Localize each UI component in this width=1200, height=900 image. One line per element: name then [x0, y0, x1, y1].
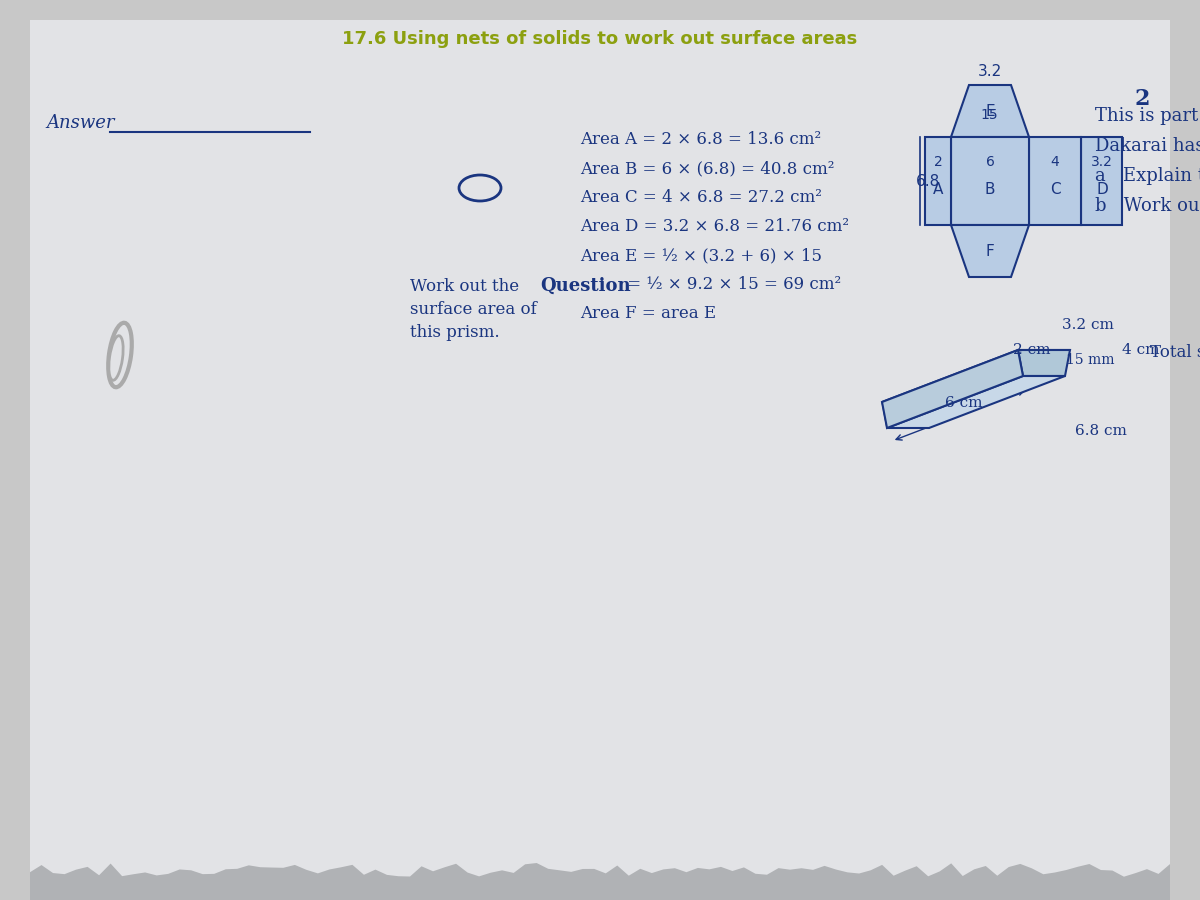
Text: Area A = 2 × 6.8 = 13.6 cm²: Area A = 2 × 6.8 = 13.6 cm² — [580, 131, 821, 148]
Polygon shape — [882, 402, 934, 428]
Text: 6 cm: 6 cm — [946, 396, 983, 410]
Text: 6.8 cm: 6.8 cm — [1075, 424, 1127, 438]
Text: Work out the: Work out the — [410, 278, 520, 295]
Text: 4: 4 — [1051, 155, 1060, 168]
Polygon shape — [887, 376, 1066, 428]
Text: b   Work out the correct answer for him.: b Work out the correct answer for him. — [1096, 197, 1200, 215]
Text: Area F = area E: Area F = area E — [580, 305, 716, 322]
Text: 3.2: 3.2 — [978, 64, 1002, 78]
Text: B: B — [985, 183, 995, 197]
Text: Answer: Answer — [47, 114, 115, 132]
Bar — [1030, 137, 1081, 225]
Text: 2: 2 — [1135, 88, 1151, 110]
Polygon shape — [882, 350, 1070, 402]
Text: 17.6 Using nets of solids to work out surface areas: 17.6 Using nets of solids to work out su… — [342, 30, 858, 48]
FancyBboxPatch shape — [30, 20, 1170, 880]
Text: F: F — [985, 244, 995, 258]
Text: E: E — [985, 104, 995, 119]
Text: Area B = 6 × (6.8) = 40.8 cm²: Area B = 6 × (6.8) = 40.8 cm² — [580, 160, 834, 177]
Text: A: A — [932, 183, 943, 197]
Text: 15 mm: 15 mm — [1066, 353, 1115, 367]
Text: 2 cm: 2 cm — [1013, 343, 1050, 357]
Text: this prism.: this prism. — [410, 324, 499, 341]
Text: 3.2: 3.2 — [1091, 155, 1112, 168]
Text: surface area of: surface area of — [410, 301, 536, 318]
Text: 3.2 cm: 3.2 cm — [1062, 318, 1114, 332]
Text: 6.8: 6.8 — [916, 174, 941, 188]
Polygon shape — [952, 225, 1030, 277]
Bar — [925, 137, 952, 225]
Bar — [952, 137, 1030, 225]
Ellipse shape — [109, 336, 124, 381]
Text: Area C = 4 × 6.8 = 27.2 cm²: Area C = 4 × 6.8 = 27.2 cm² — [580, 189, 822, 206]
Text: Total surface area = 13.6 + 40.8 + 27.2 + 21.76 + 69 = 172.36 cm²: Total surface area = 13.6 + 40.8 + 27.2 … — [1150, 344, 1200, 361]
Bar — [1081, 137, 1122, 225]
Text: 6: 6 — [985, 155, 995, 168]
Polygon shape — [1018, 350, 1070, 376]
Text: Dakarai has made several mistakes.: Dakarai has made several mistakes. — [1096, 137, 1200, 155]
Text: 15: 15 — [980, 108, 997, 122]
Text: Question: Question — [540, 277, 631, 295]
Text: = ½ × 9.2 × 15 = 69 cm²: = ½ × 9.2 × 15 = 69 cm² — [580, 276, 841, 293]
Polygon shape — [30, 863, 1170, 900]
Polygon shape — [882, 350, 1022, 428]
Text: 2: 2 — [934, 155, 942, 168]
Text: D: D — [1096, 183, 1108, 197]
Polygon shape — [952, 85, 1030, 137]
Text: Area D = 3.2 × 6.8 = 21.76 cm²: Area D = 3.2 × 6.8 = 21.76 cm² — [580, 218, 850, 235]
Text: C: C — [1050, 183, 1061, 197]
Text: This is part of Dakarai’s homework.: This is part of Dakarai’s homework. — [1096, 107, 1200, 125]
Text: a   Explain the mistakes that Dakarai has made.: a Explain the mistakes that Dakarai has … — [1096, 167, 1200, 185]
Text: Area E = ½ × (3.2 + 6) × 15: Area E = ½ × (3.2 + 6) × 15 — [580, 247, 822, 264]
Text: 4 cm: 4 cm — [1122, 343, 1159, 357]
